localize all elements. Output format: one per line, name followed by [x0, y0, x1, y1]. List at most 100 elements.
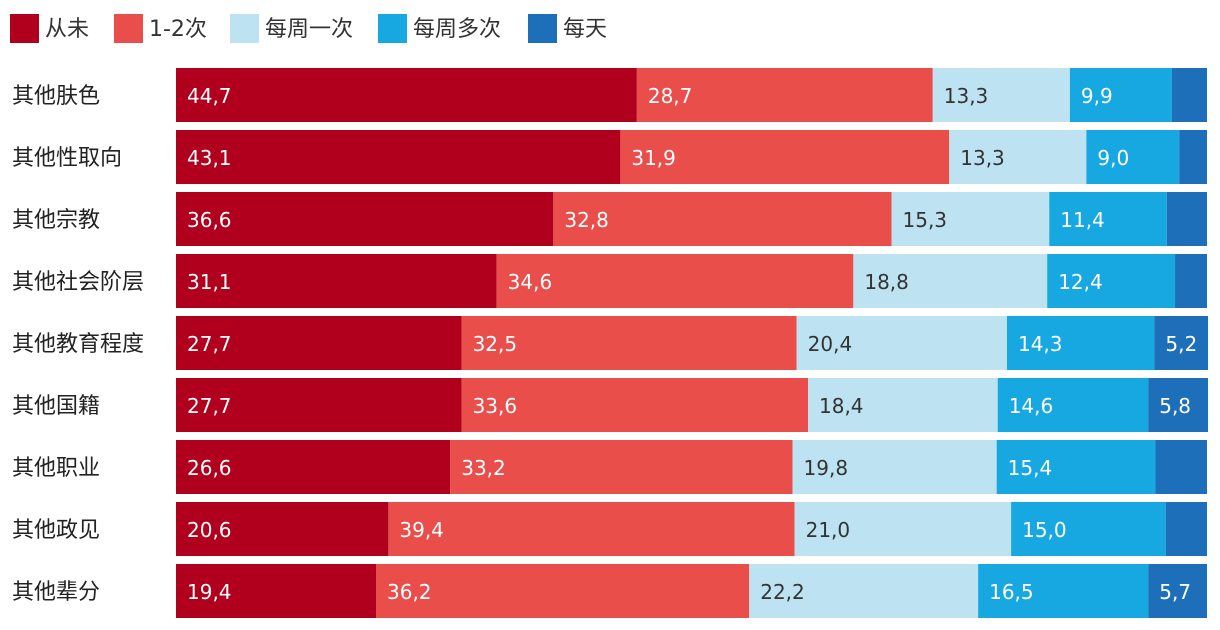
- bar-segment: [176, 68, 637, 122]
- category-label: 其他肤色: [12, 84, 100, 109]
- bar-segment: [997, 378, 1149, 432]
- bar-segment: [1179, 130, 1207, 184]
- category-label: 其他宗教: [12, 208, 100, 233]
- data-label: 18,4: [819, 394, 864, 418]
- bar-segment: [176, 316, 462, 370]
- data-label: 43,1: [187, 146, 232, 170]
- bar-segment: [176, 564, 377, 618]
- chart-legend: 从未 1-2次 每周一次 每周多次 每天: [10, 14, 607, 43]
- bar-segment: [176, 192, 554, 246]
- data-label: 27,7: [187, 394, 232, 418]
- bar-segment: [636, 68, 933, 122]
- bar-segment: [1148, 378, 1209, 432]
- category-label: 其他教育程度: [12, 332, 144, 357]
- bar-segment: [176, 440, 451, 494]
- category-label: 其他国籍: [12, 394, 100, 419]
- data-label: 44,7: [187, 84, 232, 108]
- data-label: 33,6: [473, 394, 518, 418]
- bar-segment: [388, 502, 795, 556]
- data-label: 31,1: [187, 270, 232, 294]
- data-label: 19,8: [804, 456, 849, 480]
- bar-segment: [1165, 502, 1207, 556]
- bar-segment: [808, 378, 998, 432]
- data-label: 9,9: [1081, 84, 1113, 108]
- data-label: 20,6: [187, 518, 232, 542]
- legend-swatch-3: [378, 14, 407, 43]
- legend-swatch-2: [230, 14, 259, 43]
- data-label: 5,7: [1159, 580, 1191, 604]
- data-label: 21,0: [806, 518, 851, 542]
- bar-segment: [1049, 192, 1167, 246]
- data-label: 15,4: [1008, 456, 1053, 480]
- data-label: 33,2: [461, 456, 506, 480]
- data-label: 26,6: [187, 456, 232, 480]
- data-label: 13,3: [944, 84, 989, 108]
- legend-swatch-1: [114, 14, 143, 43]
- data-label: 36,6: [187, 208, 232, 232]
- data-label: 19,4: [187, 580, 232, 604]
- category-label: 其他社会阶层: [12, 270, 144, 295]
- bar-segment: [1166, 192, 1207, 246]
- category-label: 其他辈分: [12, 580, 100, 605]
- bar-segment: [932, 68, 1070, 122]
- bar-segment: [1175, 254, 1207, 308]
- data-label: 12,4: [1058, 270, 1103, 294]
- bar-segment: [796, 316, 1007, 370]
- category-label: 其他政见: [12, 518, 100, 543]
- data-label: 34,6: [508, 270, 553, 294]
- bar-segment: [996, 440, 1156, 494]
- data-label: 31,9: [631, 146, 676, 170]
- data-label: 15,3: [903, 208, 948, 232]
- bar-segment: [749, 564, 979, 618]
- bar-segment: [891, 192, 1050, 246]
- bar-segment: [1148, 564, 1207, 618]
- bar-segment: [553, 192, 892, 246]
- data-label: 16,5: [989, 580, 1034, 604]
- bar-segment: [949, 130, 1087, 184]
- bar-segment: [620, 130, 950, 184]
- data-label: 14,3: [1018, 332, 1063, 356]
- legend-label-0: 从未: [45, 17, 89, 42]
- bar-segment: [794, 502, 1012, 556]
- bar-segment: [1086, 130, 1180, 184]
- bar-segment: [450, 440, 793, 494]
- bar-segment: [176, 130, 621, 184]
- bar-segment: [1006, 316, 1155, 370]
- bar-segment: [461, 316, 797, 370]
- data-label: 27,7: [187, 332, 232, 356]
- bar-segment: [1047, 254, 1176, 308]
- bar-segment: [176, 254, 497, 308]
- data-label: 28,7: [648, 84, 693, 108]
- bar-segment: [978, 564, 1149, 618]
- legend-swatch-4: [528, 14, 557, 43]
- bar-segment: [853, 254, 1048, 308]
- bar-segment: [176, 378, 462, 432]
- bar-segment: [792, 440, 997, 494]
- bar-segment: [496, 254, 854, 308]
- data-label: 39,4: [399, 518, 444, 542]
- bar-segment: [1069, 68, 1172, 122]
- data-label: 14,6: [1009, 394, 1054, 418]
- data-label: 18,8: [864, 270, 909, 294]
- bar-segment: [461, 378, 809, 432]
- data-label: 13,3: [960, 146, 1005, 170]
- category-label: 其他性取向: [12, 146, 122, 171]
- data-label: 15,0: [1022, 518, 1067, 542]
- data-label: 9,0: [1097, 146, 1129, 170]
- legend-label-4: 每天: [563, 17, 607, 42]
- bar-segment: [1155, 440, 1207, 494]
- bar-segment: [1011, 502, 1166, 556]
- bar-segment: [1171, 68, 1207, 122]
- bar-area: 44,7 28,7 13,3 9,9 43,1 31,9 13,3 9,0 36,6 32,8 15…: [176, 68, 1209, 618]
- data-label: 22,2: [760, 580, 805, 604]
- bar-segment: [376, 564, 750, 618]
- data-label: 20,4: [808, 332, 853, 356]
- legend-label-1: 1-2次: [149, 17, 207, 42]
- data-label: 5,2: [1165, 332, 1197, 356]
- data-label: 11,4: [1060, 208, 1105, 232]
- data-label: 32,5: [473, 332, 518, 356]
- category-labels: 其他肤色其他性取向其他宗教其他社会阶层其他教育程度其他国籍其他职业其他政见其他辈…: [12, 84, 144, 605]
- data-label: 5,8: [1159, 394, 1191, 418]
- data-label: 32,8: [564, 208, 609, 232]
